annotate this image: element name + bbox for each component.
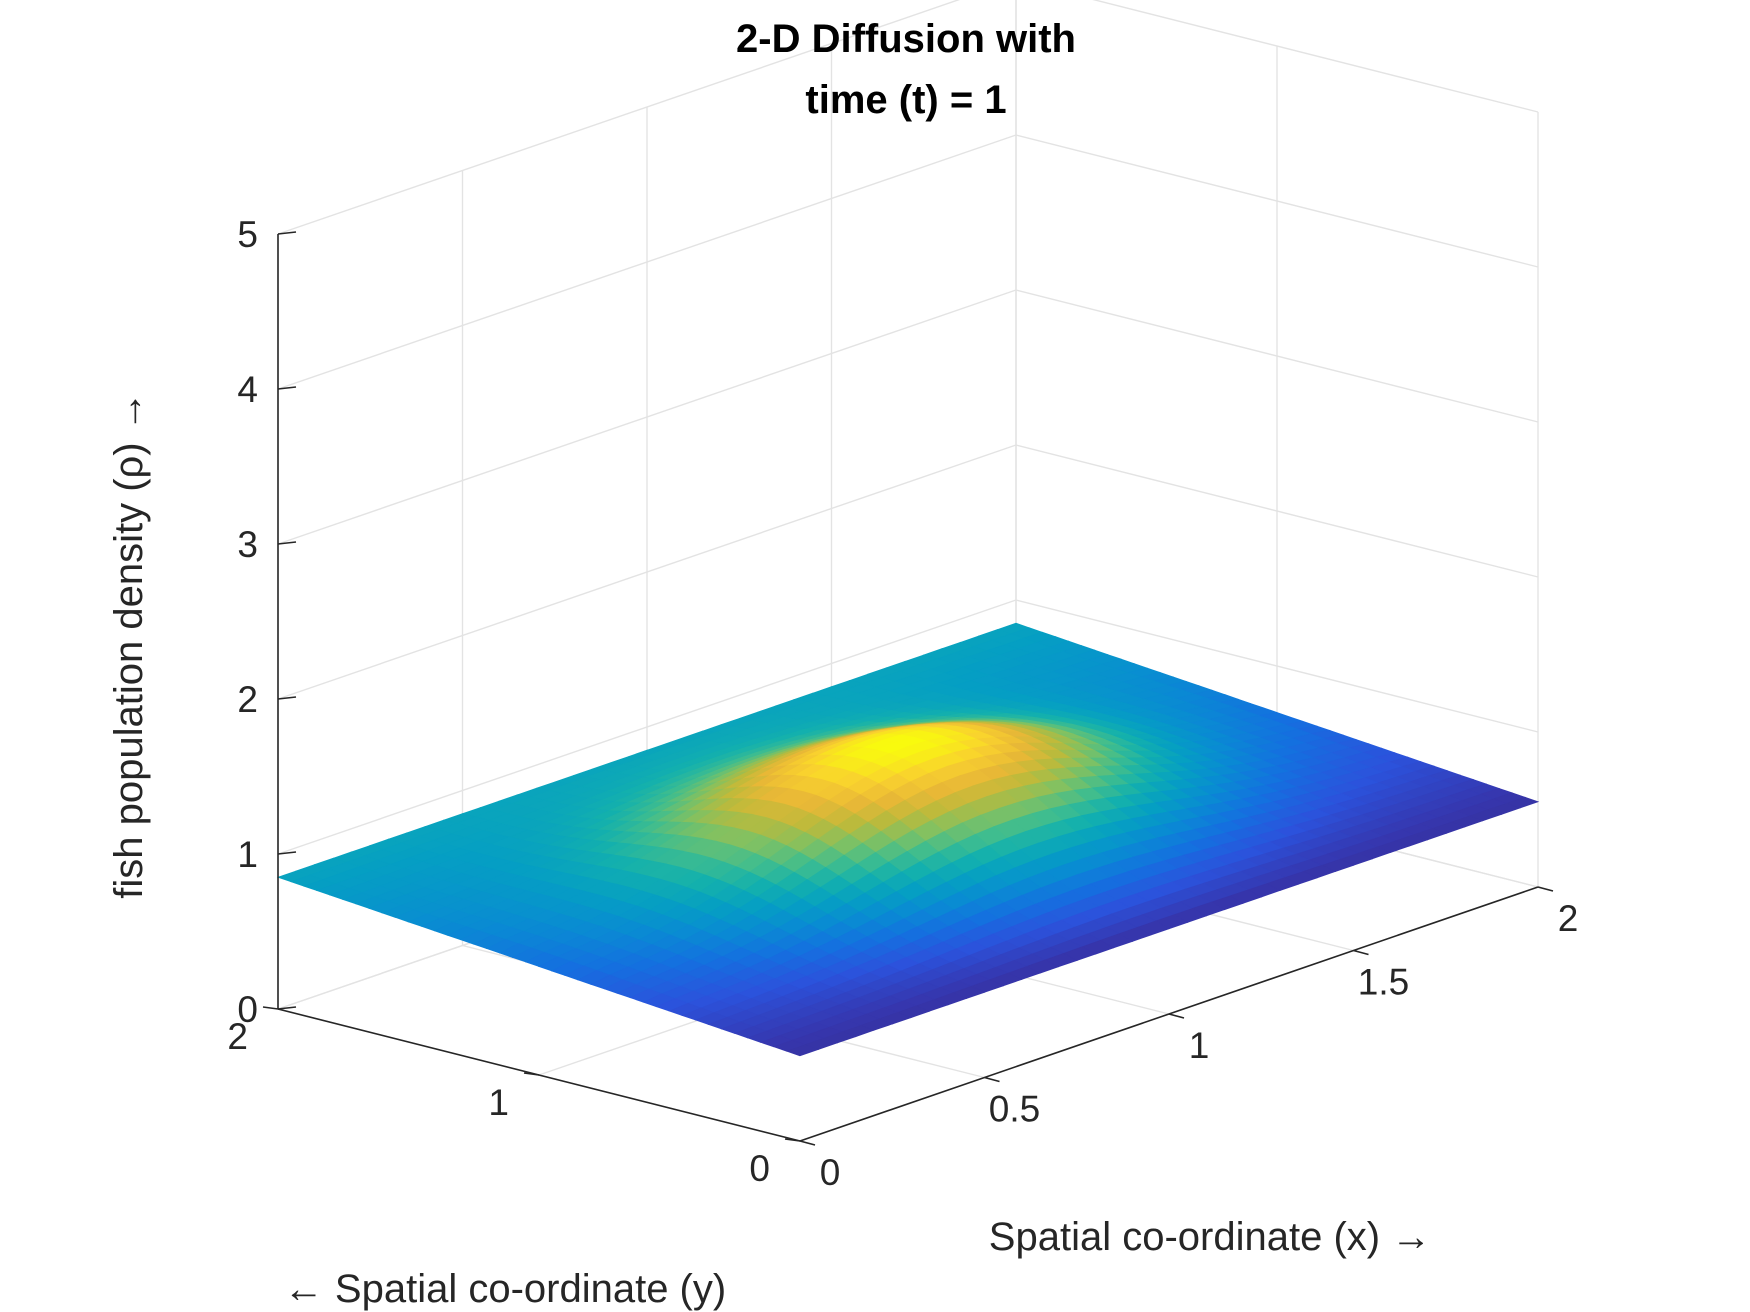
- z-tick-label: 5: [237, 214, 258, 255]
- x-tick-label: 1: [1189, 1025, 1210, 1066]
- surface-patch: [785, 1044, 820, 1057]
- surface-plot: [276, 622, 1540, 1057]
- x-tick-mark: [1168, 1013, 1185, 1019]
- x-tick-mark: [984, 1076, 1000, 1083]
- z-tick-label: 3: [237, 524, 258, 565]
- z-tick-mark: [277, 541, 297, 545]
- z-tick-label: 2: [237, 679, 258, 720]
- z-tick-mark: [277, 231, 297, 235]
- z-axis-label: fish population density (ρ) →: [107, 391, 151, 898]
- x-tick-mark: [1537, 886, 1554, 892]
- y-tick-mark: [262, 1006, 279, 1010]
- z-tick-label: 4: [237, 369, 258, 410]
- y-tick-label: 2: [227, 1016, 248, 1057]
- y-tick-mark: [523, 1072, 540, 1076]
- x-tick-mark: [1353, 949, 1369, 956]
- x-tick-label: 0.5: [989, 1089, 1040, 1130]
- x-tick-mark: [799, 1140, 816, 1146]
- z-tick-label: 1: [237, 834, 258, 875]
- z-tick-mark: [277, 386, 297, 390]
- x-tick-label: 2: [1558, 898, 1579, 939]
- chart-title-line-1: 2-D Diffusion with: [736, 17, 1076, 61]
- x-tick-label: 0: [820, 1152, 841, 1193]
- x-tick-label: 1.5: [1358, 962, 1409, 1003]
- axes: [262, 231, 1554, 1146]
- z-tick-mark: [277, 851, 297, 855]
- z-tick-mark: [277, 1006, 297, 1010]
- z-tick-mark: [277, 696, 297, 700]
- z-tick-label: 0: [237, 989, 258, 1030]
- chart-title-line-2: time (t) = 1: [805, 78, 1006, 122]
- y-tick-label: 1: [488, 1082, 509, 1123]
- y-axis-label: ← Spatial co-ordinate (y): [284, 1267, 726, 1311]
- y-tick-label: 0: [749, 1148, 770, 1189]
- x-axis-label: Spatial co-ordinate (x) →: [989, 1215, 1431, 1259]
- y-tick-mark: [784, 1138, 801, 1142]
